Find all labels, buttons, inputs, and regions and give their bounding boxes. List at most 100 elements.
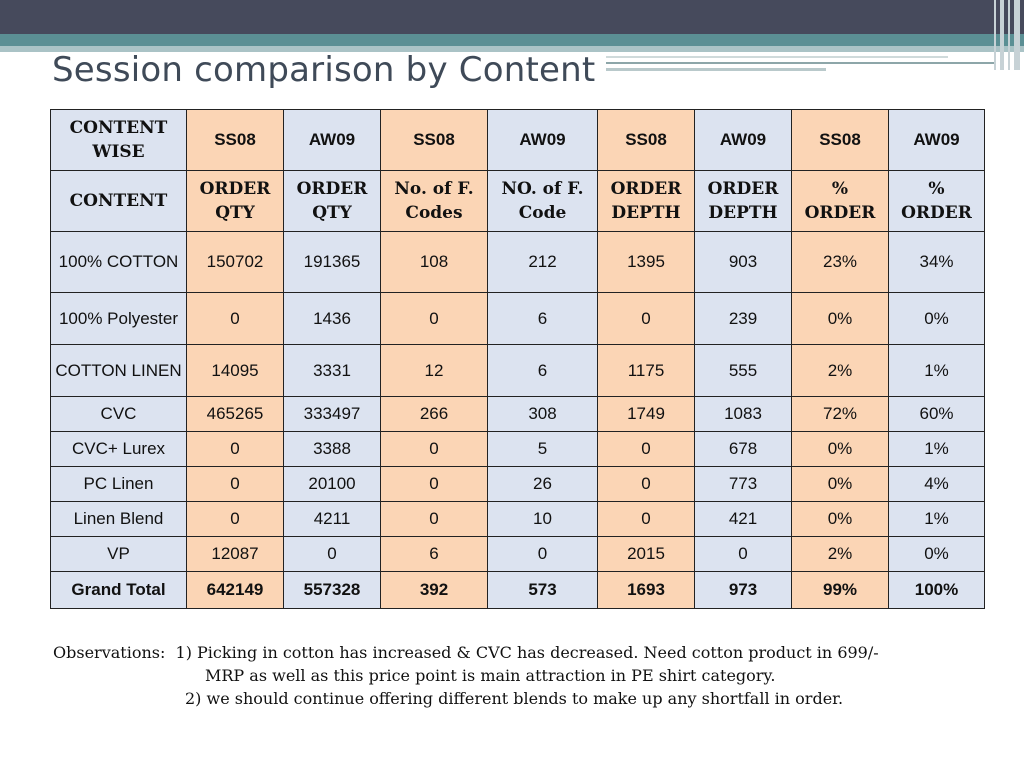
grand-total-value: 642149 bbox=[186, 571, 284, 609]
value-cell: 3331 bbox=[283, 344, 381, 397]
value-cell: 0 bbox=[597, 431, 695, 467]
grand-total-value: 557328 bbox=[283, 571, 381, 609]
content-name-cell: 100% Polyester bbox=[50, 292, 187, 345]
content-name-cell: VP bbox=[50, 536, 187, 572]
value-cell: 0% bbox=[888, 292, 985, 345]
value-cell: 0% bbox=[791, 292, 889, 345]
value-cell: 12 bbox=[380, 344, 488, 397]
value-cell: 6 bbox=[380, 536, 488, 572]
header-cell-season: SS08 bbox=[791, 109, 889, 171]
value-cell: 108 bbox=[380, 231, 488, 293]
decorative-rule bbox=[606, 56, 948, 58]
observations: Observations: 1) Picking in cotton has i… bbox=[53, 641, 993, 710]
value-cell: 3388 bbox=[283, 431, 381, 467]
decorative-rule bbox=[606, 62, 996, 64]
table-body: CONTENT WISE SS08 AW09 SS08 AW09 SS08 AW09 SS08… bbox=[50, 109, 985, 609]
header-row-metric: CONTENT ORDER QTY ORDER QTY No. of F. Codes… bbox=[50, 170, 985, 232]
table-row: 100% Polyester 0 1436 0 6 0 239 0% 0% bbox=[50, 292, 985, 345]
value-cell: 0 bbox=[380, 501, 488, 537]
table-row: PC Linen 0 20100 0 26 0 773 0% 4% bbox=[50, 466, 985, 502]
value-cell: 0 bbox=[186, 466, 284, 502]
value-cell: 0 bbox=[186, 501, 284, 537]
value-cell: 555 bbox=[694, 344, 792, 397]
content-name-cell: 100% COTTON bbox=[50, 231, 187, 293]
value-cell: 1436 bbox=[283, 292, 381, 345]
value-cell: 1% bbox=[888, 431, 985, 467]
value-cell: 20100 bbox=[283, 466, 381, 502]
content-name-cell: PC Linen bbox=[50, 466, 187, 502]
value-cell: 1395 bbox=[597, 231, 695, 293]
grand-total-row: Grand Total 642149 557328 392 573 1693 973 99% 1… bbox=[50, 571, 985, 609]
header-cell-content: CONTENT bbox=[50, 170, 187, 232]
value-cell: 14095 bbox=[186, 344, 284, 397]
value-cell: 0% bbox=[791, 431, 889, 467]
header-cell-content-wise: CONTENT WISE bbox=[50, 109, 187, 171]
grand-total-value: 99% bbox=[791, 571, 889, 609]
value-cell: 0% bbox=[791, 466, 889, 502]
content-name-cell: CVC+ Lurex bbox=[50, 431, 187, 467]
header-cell-season: SS08 bbox=[186, 109, 284, 171]
observation-line-3: 2) we should continue offering different… bbox=[53, 687, 993, 710]
observations-label: Observations: bbox=[53, 643, 166, 662]
value-cell: 0 bbox=[283, 536, 381, 572]
slide-title: Session comparison by Content bbox=[52, 50, 596, 90]
value-cell: 2% bbox=[791, 344, 889, 397]
decorative-rule bbox=[606, 68, 826, 71]
value-cell: 0 bbox=[597, 501, 695, 537]
header-cell-metric: ORDER DEPTH bbox=[694, 170, 792, 232]
header-cell-season: AW09 bbox=[694, 109, 792, 171]
grand-total-value: 973 bbox=[694, 571, 792, 609]
value-cell: 1083 bbox=[694, 396, 792, 432]
table-row: CVC 465265 333497 266 308 1749 1083 72% 60% bbox=[50, 396, 985, 432]
value-cell: 0 bbox=[487, 536, 598, 572]
value-cell: 773 bbox=[694, 466, 792, 502]
value-cell: 0 bbox=[186, 431, 284, 467]
value-cell: 0 bbox=[597, 466, 695, 502]
value-cell: 4% bbox=[888, 466, 985, 502]
value-cell: 26 bbox=[487, 466, 598, 502]
value-cell: 0 bbox=[380, 292, 488, 345]
value-cell: 239 bbox=[694, 292, 792, 345]
grand-total-value: 100% bbox=[888, 571, 985, 609]
table-row: CVC+ Lurex 0 3388 0 5 0 678 0% 1% bbox=[50, 431, 985, 467]
value-cell: 23% bbox=[791, 231, 889, 293]
value-cell: 2015 bbox=[597, 536, 695, 572]
value-cell: 2% bbox=[791, 536, 889, 572]
value-cell: 0 bbox=[186, 292, 284, 345]
grand-total-value: 573 bbox=[487, 571, 598, 609]
table-row: VP 12087 0 6 0 2015 0 2% 0% bbox=[50, 536, 985, 572]
header-cell-metric: % ORDER bbox=[791, 170, 889, 232]
value-cell: 903 bbox=[694, 231, 792, 293]
value-cell: 6 bbox=[487, 292, 598, 345]
value-cell: 308 bbox=[487, 396, 598, 432]
grand-total-label: Grand Total bbox=[50, 571, 187, 609]
value-cell: 1749 bbox=[597, 396, 695, 432]
value-cell: 0 bbox=[597, 292, 695, 345]
value-cell: 1% bbox=[888, 501, 985, 537]
value-cell: 191365 bbox=[283, 231, 381, 293]
value-cell: 465265 bbox=[186, 396, 284, 432]
grand-total-value: 392 bbox=[380, 571, 488, 609]
value-cell: 12087 bbox=[186, 536, 284, 572]
value-cell: 150702 bbox=[186, 231, 284, 293]
value-cell: 1175 bbox=[597, 344, 695, 397]
value-cell: 0 bbox=[380, 466, 488, 502]
observation-text-3: 2) we should continue offering different… bbox=[185, 689, 844, 708]
value-cell: 266 bbox=[380, 396, 488, 432]
value-cell: 0% bbox=[791, 501, 889, 537]
value-cell: 678 bbox=[694, 431, 792, 467]
header-cell-metric: No. of F. Codes bbox=[380, 170, 488, 232]
value-cell: 4211 bbox=[283, 501, 381, 537]
header-cell-metric: ORDER QTY bbox=[186, 170, 284, 232]
value-cell: 34% bbox=[888, 231, 985, 293]
observation-line-1: Observations: 1) Picking in cotton has i… bbox=[53, 641, 993, 664]
grand-total-value: 1693 bbox=[597, 571, 695, 609]
header-row-season: CONTENT WISE SS08 AW09 SS08 AW09 SS08 AW09 SS08… bbox=[50, 109, 985, 171]
header-cell-metric: ORDER DEPTH bbox=[597, 170, 695, 232]
content-name-cell: COTTON LINEN bbox=[50, 344, 187, 397]
header-cell-season: AW09 bbox=[283, 109, 381, 171]
value-cell: 6 bbox=[487, 344, 598, 397]
value-cell: 72% bbox=[791, 396, 889, 432]
header-cell-season: SS08 bbox=[597, 109, 695, 171]
content-name-cell: Linen Blend bbox=[50, 501, 187, 537]
